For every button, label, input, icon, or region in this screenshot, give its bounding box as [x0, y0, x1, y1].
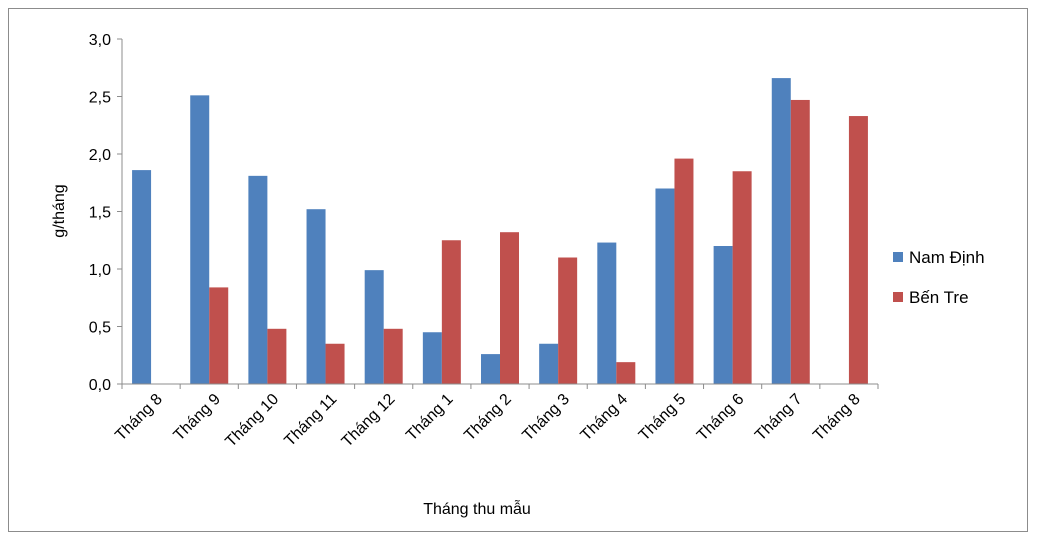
x-tick-label: Tháng 11	[281, 391, 340, 450]
bar-ben-tre	[848, 116, 868, 385]
bar-nam-dinh	[190, 95, 210, 384]
bar-nam-dinh	[364, 270, 384, 384]
x-tick-label: Tháng 4	[578, 391, 632, 445]
y-axis-title: g/tháng	[51, 184, 68, 237]
legend-label: Bến Tre	[909, 288, 969, 307]
legend: Nam Định Bến Tre	[893, 248, 985, 307]
bar-nam-dinh	[481, 354, 500, 384]
y-tick-label: 3,0	[89, 32, 111, 49]
bar-ben-tre	[500, 232, 519, 384]
x-tick-label: Tháng 7	[752, 391, 806, 445]
bar-ben-tre	[674, 158, 694, 384]
bar-ben-tre	[616, 362, 636, 384]
bar-ben-tre	[441, 240, 461, 384]
bar-ben-tre	[383, 328, 403, 384]
y-tick-label: 0,0	[89, 377, 111, 394]
x-tick-label: Tháng 2	[461, 391, 515, 445]
x-tick-label: Tháng 1	[403, 391, 457, 445]
x-tick-label: Tháng 6	[694, 391, 748, 445]
bar-ben-tre	[325, 343, 345, 384]
legend-label: Nam Định	[909, 248, 985, 267]
bar-nam-dinh	[771, 78, 791, 384]
x-tick-label: Tháng 12	[339, 391, 399, 451]
bar-nam-dinh	[597, 242, 617, 384]
x-tick-label: Tháng 3	[519, 391, 573, 445]
bar-nam-dinh	[248, 175, 268, 384]
bar-nam-dinh	[655, 188, 675, 384]
bar-nam-dinh	[539, 343, 559, 384]
legend-swatch	[893, 252, 903, 262]
x-tick-label: Tháng 5	[636, 391, 690, 445]
bar-ben-tre	[558, 257, 578, 384]
x-axis-title: Tháng thu mẫu	[423, 499, 531, 518]
x-tick-label: Tháng 8	[810, 391, 864, 445]
y-tick-label: 0,5	[89, 320, 111, 337]
y-tick-label: 2,5	[89, 90, 111, 107]
x-tick-label: Tháng 9	[171, 391, 225, 445]
bar-ben-tre	[267, 328, 287, 384]
bar-ben-tre	[732, 171, 752, 384]
y-tick-label: 1,0	[89, 262, 111, 279]
bar-nam-dinh	[306, 209, 326, 384]
bar-nam-dinh	[132, 170, 152, 384]
bar-nam-dinh	[422, 332, 442, 384]
bars	[132, 78, 868, 385]
x-tick-label: Tháng 8	[112, 391, 166, 445]
y-tick-label: 1,5	[89, 205, 111, 222]
y-tick-label: 2,0	[89, 147, 111, 164]
bar-nam-dinh	[713, 246, 733, 384]
bar-ben-tre	[209, 287, 229, 384]
x-tick-label: Tháng 10	[222, 391, 282, 451]
bar-ben-tre	[790, 99, 810, 384]
legend-swatch	[893, 292, 903, 302]
y-axis-ticks: 0,0 0,5 1,0 1,5 2,0 2,5 3,0	[89, 32, 122, 394]
